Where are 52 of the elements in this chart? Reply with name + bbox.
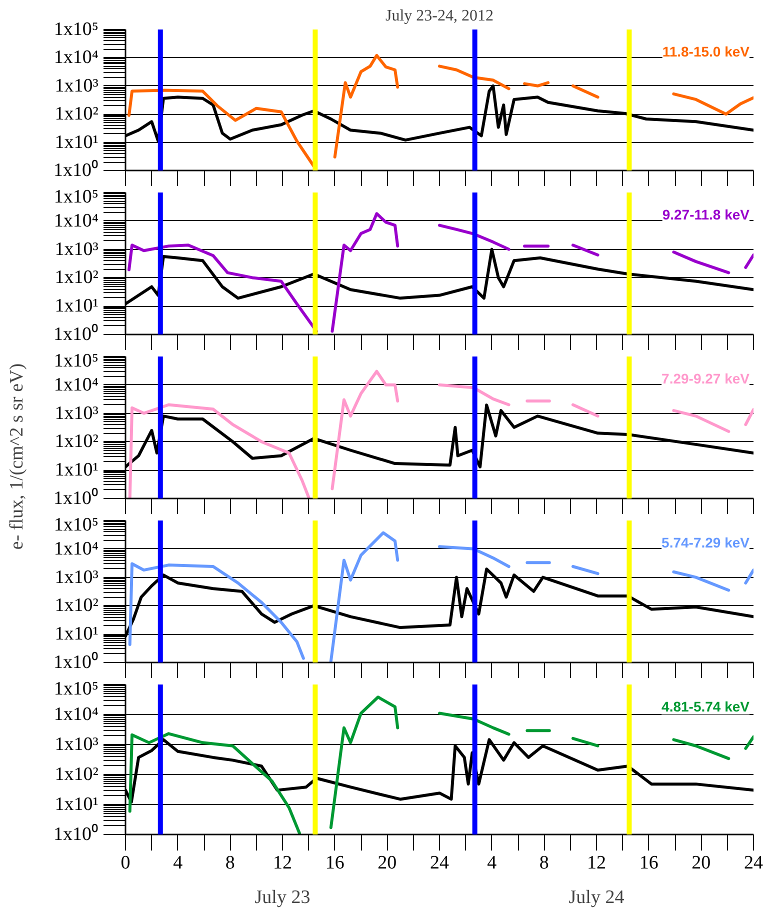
series-label: 4.81-5.74 keV xyxy=(662,698,750,714)
series-label: 5.74-7.29 keV xyxy=(662,534,750,550)
y-tick-label: 1x10³ xyxy=(54,734,99,755)
y-tick-label: 1x10⁵ xyxy=(54,678,98,700)
y-tick-label: 1x10¹ xyxy=(54,296,99,317)
x-tick-label: 12 xyxy=(273,852,292,874)
y-tick-label: 1x10⁵ xyxy=(54,514,98,536)
text: 11.8-15.0 keV xyxy=(662,44,750,60)
y-tick-label: 1x10⁰ xyxy=(54,823,98,845)
y-tick-label: 1x10⁴ xyxy=(54,538,99,560)
y-tick-label: 1x10⁵ xyxy=(54,19,98,40)
y-tick-label: 1x10¹ xyxy=(54,624,99,645)
text: July 24 xyxy=(568,887,625,908)
x-tick-label: 24 xyxy=(744,852,764,874)
y-tick-label: 1x10⁰ xyxy=(54,651,98,673)
y-tick-label: 1x10⁴ xyxy=(54,210,99,232)
x-tick-label: 16 xyxy=(325,852,344,874)
y-tick-label: 1x10² xyxy=(54,431,99,452)
y-tick-label: 1x10⁴ xyxy=(54,374,99,396)
x-tick-label: 12 xyxy=(587,852,606,874)
y-tick-label: 1x10⁰ xyxy=(54,323,98,345)
y-tick-label: 1x10¹ xyxy=(54,794,99,815)
y-tick-label: 1x10⁴ xyxy=(54,704,99,725)
y-tick-label: 1x10³ xyxy=(54,75,99,96)
y-tick-label: 1x10² xyxy=(54,764,99,785)
y-tick-label: 1x10³ xyxy=(54,238,99,260)
x-tick-label: 8 xyxy=(539,852,549,874)
y-tick-label: 1x10⁰ xyxy=(54,487,98,509)
text: July 23 xyxy=(254,887,310,908)
y-tick-label: 1x10² xyxy=(54,267,99,288)
series-label: 7.29-9.27 keV xyxy=(662,370,750,386)
x-tick-label: 0 xyxy=(120,852,130,874)
x-tick-label: 20 xyxy=(692,852,711,874)
y-tick-label: 1x10³ xyxy=(54,566,99,588)
y-axis-title: e- flux, 1/(cm^2 s sr eV) xyxy=(6,363,28,550)
x-tick-label: 24 xyxy=(430,852,450,874)
x-tick-label: 4 xyxy=(173,852,184,874)
y-tick-label: 1x10² xyxy=(54,104,99,125)
y-tick-label: 1x10³ xyxy=(54,402,99,424)
y-tick-label: 1x10⁵ xyxy=(54,350,98,372)
x-tick-label: 20 xyxy=(378,852,397,874)
y-tick-label: 1x10⁵ xyxy=(54,186,98,208)
x-tick-label: 16 xyxy=(639,852,658,874)
y-tick-label: 1x10¹ xyxy=(54,132,99,153)
y-tick-label: 1x10² xyxy=(54,595,99,616)
y-tick-label: 1x10⁰ xyxy=(54,159,98,181)
text: 9.27-11.8 keV xyxy=(662,206,750,222)
y-tick-label: 1x10⁴ xyxy=(54,47,99,68)
y-tick-label: 1x10¹ xyxy=(54,460,99,481)
x-tick-label: 4 xyxy=(487,852,498,874)
chart-title: July 23-24, 2012 xyxy=(386,8,494,24)
x-tick-label: 8 xyxy=(225,852,235,874)
